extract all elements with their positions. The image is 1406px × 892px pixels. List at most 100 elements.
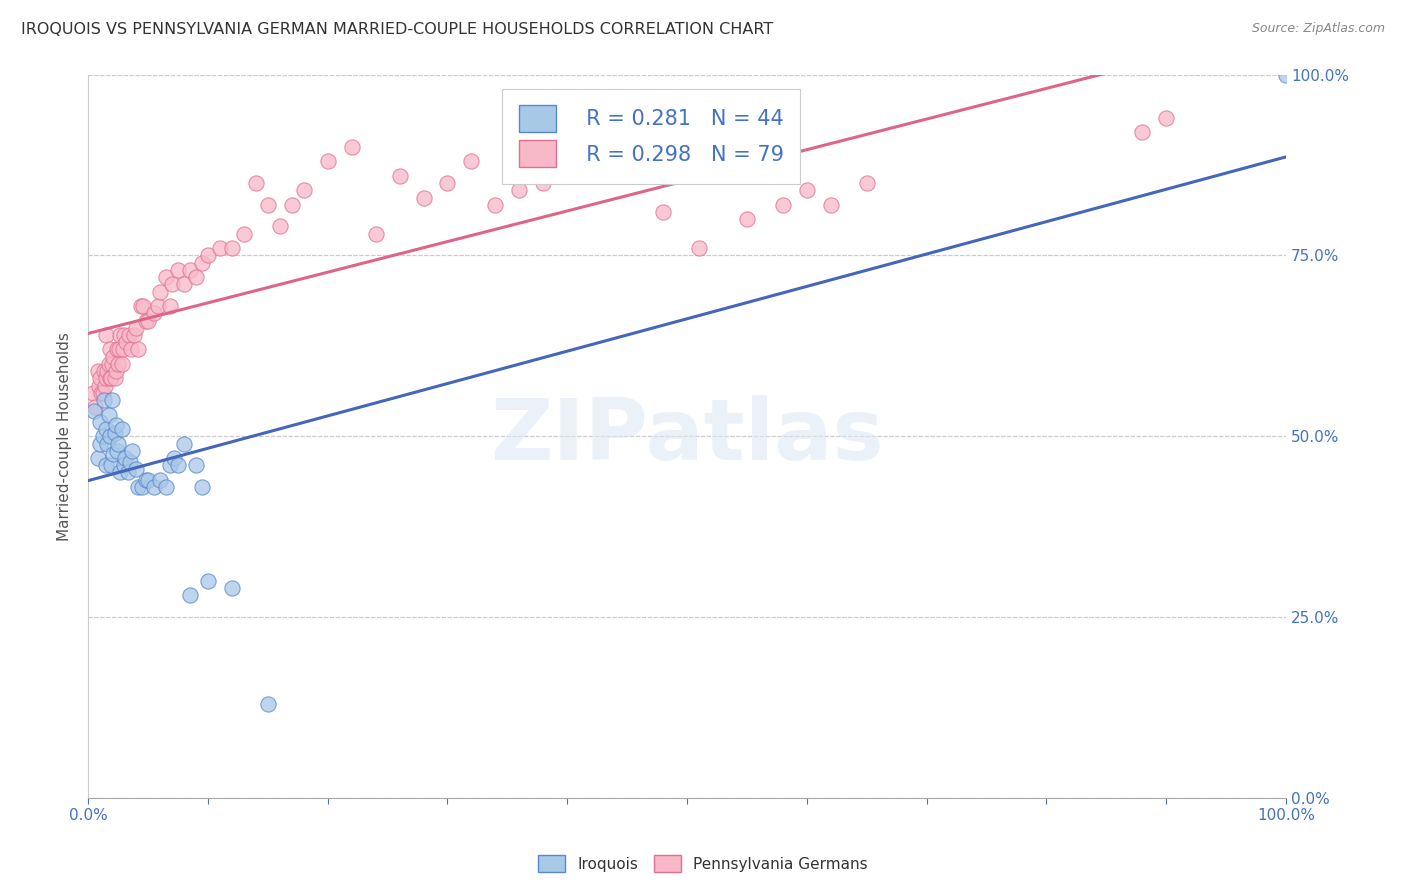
Point xyxy=(146,299,169,313)
Point xyxy=(105,443,128,458)
Point xyxy=(100,371,122,385)
Point xyxy=(256,198,278,212)
Point xyxy=(460,154,482,169)
Point xyxy=(1275,68,1298,82)
Point xyxy=(167,458,190,473)
Point xyxy=(91,385,114,400)
Point xyxy=(173,277,195,292)
Point xyxy=(820,198,842,212)
Legend:   R = 0.281   N = 44,   R = 0.298   N = 79: R = 0.281 N = 44, R = 0.298 N = 79 xyxy=(502,88,800,184)
Point xyxy=(112,328,135,343)
Point xyxy=(531,176,554,190)
Point xyxy=(89,371,111,385)
Point xyxy=(184,458,207,473)
Point xyxy=(104,418,127,433)
Point xyxy=(143,306,166,320)
Point xyxy=(114,450,136,465)
Point xyxy=(191,255,214,269)
Point xyxy=(340,140,363,154)
Point xyxy=(87,364,110,378)
Point xyxy=(82,385,104,400)
Point xyxy=(605,147,627,161)
Point xyxy=(87,378,110,392)
Point xyxy=(160,277,183,292)
Point xyxy=(191,480,214,494)
Point xyxy=(197,248,219,262)
Point xyxy=(108,343,131,357)
Point xyxy=(173,436,195,450)
Point xyxy=(581,161,603,176)
Point xyxy=(292,183,315,197)
Point xyxy=(117,466,139,480)
Point xyxy=(179,263,201,277)
Point xyxy=(159,299,181,313)
Point xyxy=(149,473,172,487)
Point xyxy=(159,458,181,473)
Point xyxy=(163,450,186,465)
Point xyxy=(120,343,142,357)
Point xyxy=(131,480,153,494)
Point xyxy=(484,198,506,212)
Point xyxy=(179,589,201,603)
Point xyxy=(245,176,267,190)
Point xyxy=(94,458,117,473)
Point xyxy=(112,458,135,473)
Point xyxy=(93,364,115,378)
Point xyxy=(111,422,134,436)
Text: Source: ZipAtlas.com: Source: ZipAtlas.com xyxy=(1251,22,1385,36)
Point xyxy=(208,241,231,255)
Point xyxy=(167,263,190,277)
Point xyxy=(855,176,877,190)
Point xyxy=(103,447,125,461)
Point xyxy=(388,169,411,183)
Point xyxy=(111,357,134,371)
Point xyxy=(796,183,818,197)
Point xyxy=(111,343,134,357)
Point xyxy=(232,227,254,241)
Point xyxy=(129,299,152,313)
Point xyxy=(83,404,105,418)
Point xyxy=(135,313,157,327)
Text: ZIPatlas: ZIPatlas xyxy=(491,395,884,478)
Point xyxy=(508,183,530,197)
Point xyxy=(364,227,387,241)
Point xyxy=(652,205,675,219)
Point xyxy=(110,328,132,343)
Point xyxy=(97,357,120,371)
Point xyxy=(110,466,132,480)
Point xyxy=(184,270,207,285)
Point xyxy=(132,299,155,313)
Point xyxy=(772,198,794,212)
Point xyxy=(97,408,120,422)
Point xyxy=(89,436,111,450)
Point xyxy=(555,140,578,154)
Point xyxy=(125,462,148,476)
Point xyxy=(197,574,219,588)
Point xyxy=(103,425,125,440)
Point xyxy=(127,480,149,494)
Point xyxy=(101,393,124,408)
Point xyxy=(91,429,114,443)
Point xyxy=(221,241,243,255)
Point xyxy=(93,393,115,408)
Point xyxy=(256,697,278,711)
Point xyxy=(98,343,121,357)
Point xyxy=(735,212,758,227)
Point xyxy=(127,343,149,357)
Legend: Iroquois, Pennsylvania Germans: Iroquois, Pennsylvania Germans xyxy=(530,847,876,880)
Point xyxy=(84,401,107,415)
Point xyxy=(107,357,129,371)
Point xyxy=(120,455,142,469)
Point xyxy=(136,313,159,327)
Point xyxy=(1154,111,1177,125)
Point xyxy=(281,198,304,212)
Point xyxy=(221,581,243,595)
Point xyxy=(115,335,138,350)
Point xyxy=(94,422,117,436)
Point xyxy=(118,328,141,343)
Point xyxy=(94,328,117,343)
Point xyxy=(316,154,339,169)
Point xyxy=(143,480,166,494)
Point xyxy=(149,285,172,299)
Point xyxy=(125,320,148,334)
